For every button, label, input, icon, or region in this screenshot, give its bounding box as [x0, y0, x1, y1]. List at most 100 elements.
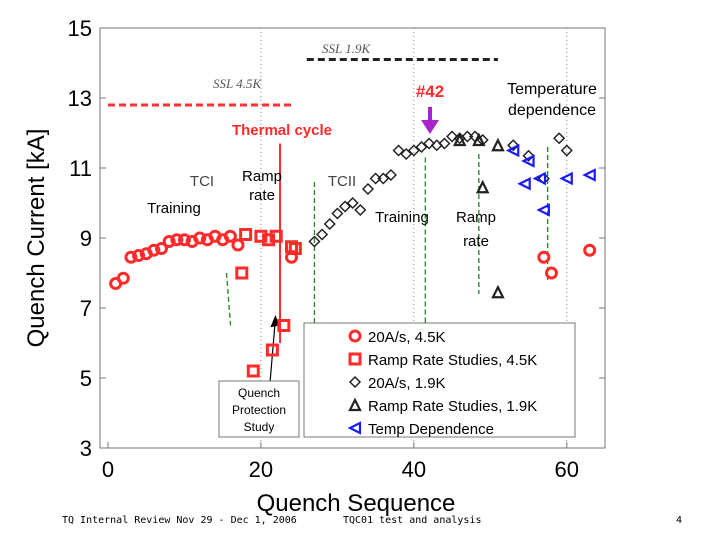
point-triangle-left — [536, 203, 550, 217]
point-diamond — [377, 172, 390, 185]
annot-thermal-cycle: Thermal cycle — [232, 122, 332, 139]
point-circle — [155, 242, 169, 255]
annot-42-arrow-head — [421, 120, 439, 134]
point-diamond — [438, 137, 451, 150]
point-triangle-left — [521, 154, 535, 168]
point-diamond — [308, 235, 321, 248]
footer-test-title: TQC01 test and analysis — [343, 515, 482, 526]
point-triangle-left — [517, 176, 531, 191]
x-axis-label: Quench Sequence — [257, 490, 456, 517]
annot-ramp-rate-2b: rate — [463, 233, 489, 250]
qps-arrow-head — [270, 315, 280, 328]
annotations: TCI TCII Training Ramp rate Thermal cycle Trai… — [147, 81, 597, 438]
annot-training-2: Training — [375, 209, 429, 226]
point-circle — [132, 249, 146, 262]
point-square — [277, 319, 291, 332]
point-square — [288, 242, 302, 255]
annot-temperature: Temperature — [507, 81, 597, 98]
point-triangle-left — [532, 171, 547, 186]
legend-symbol — [348, 375, 362, 389]
point-circle — [177, 233, 191, 247]
legend: 20A/s, 4.5K Ramp Rate Studies, 4.5K 20A/s,… — [303, 322, 576, 438]
point-circle — [537, 250, 551, 264]
annot-qps-3: Study — [244, 420, 275, 434]
y-tick-label: 7 — [80, 296, 92, 321]
phase-separator — [225, 272, 232, 326]
point-diamond — [553, 132, 566, 145]
footer-review-title: TQ Internal Review Nov 29 - Dec 1, 2006 — [62, 515, 297, 526]
point-circle — [544, 266, 558, 280]
reference-lines: SSL 4.5K SSL 1.9K — [108, 41, 498, 107]
point-diamond — [316, 228, 329, 241]
y-tick-label: 15 — [68, 16, 92, 41]
point-circle — [170, 233, 184, 247]
point-triangle — [472, 132, 486, 147]
x-tick-label: 60 — [555, 457, 579, 482]
point-circle — [231, 238, 245, 252]
annot-dependence: dependence — [508, 102, 596, 119]
point-diamond — [522, 149, 535, 162]
qps-arrow-shaft — [269, 318, 277, 382]
point-circle — [116, 271, 130, 285]
point-diamond — [354, 203, 367, 217]
point-diamond — [400, 147, 413, 161]
legend-symbol — [347, 421, 362, 435]
legend-symbol — [348, 329, 362, 343]
legend-symbol — [348, 397, 362, 412]
point-circle — [147, 243, 161, 257]
point-diamond — [415, 140, 428, 154]
annot-training-1: Training — [147, 200, 201, 217]
point-triangle — [491, 284, 505, 299]
y-axis-label: Quench Current [kA] — [23, 129, 50, 348]
point-diamond — [361, 182, 375, 196]
point-diamond — [392, 144, 405, 157]
annot-ramp-rate-1b: rate — [249, 187, 275, 204]
legend-frame — [303, 322, 576, 438]
x-tick-label: 0 — [102, 457, 114, 482]
point-square — [239, 228, 253, 241]
point-diamond — [423, 137, 436, 150]
annot-ramp-rate-2: Ramp — [456, 209, 496, 226]
annot-tcii: TCII — [328, 173, 356, 190]
y-tick-label: 5 — [80, 366, 92, 391]
legend-label: Ramp Rate Studies, 1.9K — [368, 398, 537, 415]
data-points — [109, 130, 597, 378]
legend-label: 20A/s, 4.5K — [368, 329, 446, 346]
point-circle — [193, 231, 207, 245]
ssl-label: SSL 1.9K — [322, 41, 371, 56]
point-diamond — [507, 139, 520, 152]
legend-label: Ramp Rate Studies, 4.5K — [368, 352, 537, 369]
annot-ramp-rate-1: Ramp — [242, 168, 282, 185]
point-diamond — [323, 217, 336, 231]
y-tick-label: 9 — [80, 226, 92, 251]
x-tick-label: 20 — [249, 457, 273, 482]
point-diamond — [407, 144, 420, 157]
axes: 3 5 7 9 11 13 15 0 20 40 60 Quench Sequence Quench C… — [23, 16, 605, 517]
annot-qps-2: Protection — [232, 403, 286, 417]
point-diamond — [331, 207, 344, 220]
point-triangle-left — [559, 171, 573, 186]
point-circle — [162, 235, 176, 248]
annot-quench-42: #42 — [416, 82, 444, 101]
point-triangle — [491, 137, 505, 152]
point-triangle-left — [582, 168, 596, 182]
y-tick-label: 13 — [68, 86, 92, 111]
point-diamond — [560, 144, 573, 157]
footer-page-number: 4 — [676, 515, 683, 526]
point-square — [246, 364, 260, 378]
point-diamond — [446, 130, 459, 143]
point-triangle — [452, 132, 467, 147]
ssl-label: SSL 4.5K — [213, 76, 262, 91]
legend-label: 20A/s, 1.9K — [368, 375, 446, 392]
x-tick-label: 40 — [402, 457, 426, 482]
point-square — [265, 343, 279, 357]
annot-tci: TCI — [190, 173, 214, 190]
point-diamond — [338, 200, 352, 213]
point-diamond — [346, 196, 359, 210]
point-triangle-left — [505, 143, 520, 158]
y-tick-label: 3 — [80, 436, 92, 461]
point-circle — [124, 250, 138, 264]
point-triangle — [475, 179, 490, 194]
legend-label: Temp Dependence — [368, 421, 494, 438]
